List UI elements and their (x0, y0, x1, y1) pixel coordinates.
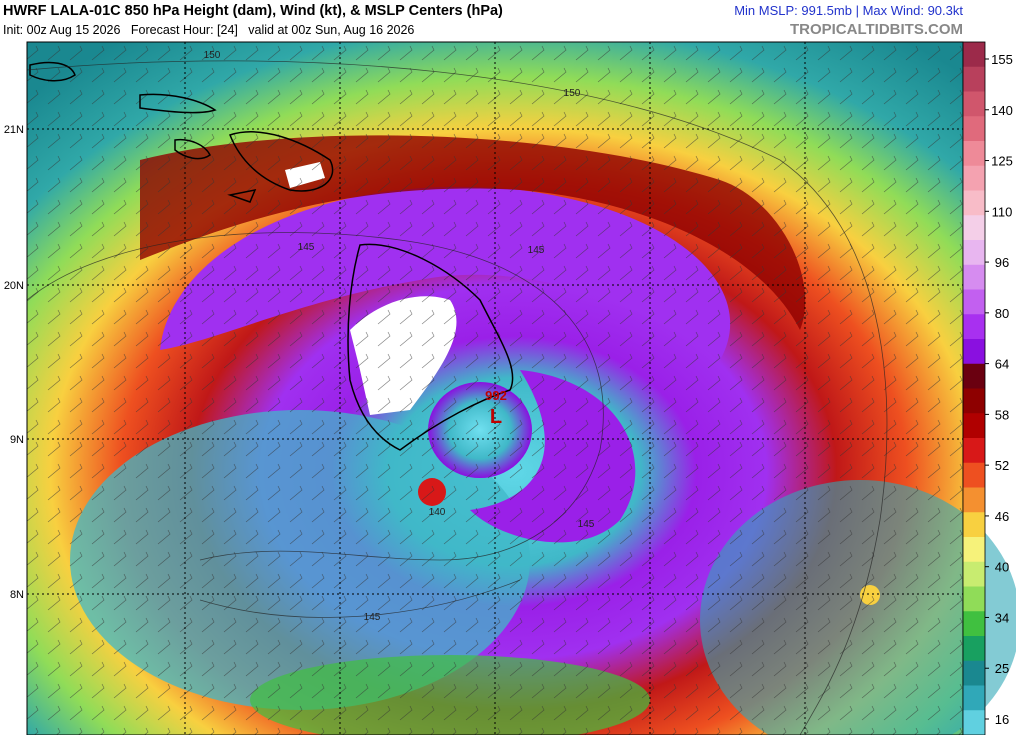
colorbar-swatch (963, 116, 985, 142)
colorbar-swatch (963, 264, 985, 290)
stats: Min MSLP: 991.5mb | Max Wind: 90.3kt (734, 3, 963, 18)
contour-label: 145 (298, 242, 315, 253)
colorbar-swatch (963, 388, 985, 414)
contour-label: 150 (564, 88, 581, 99)
low-symbol: L (490, 406, 502, 428)
colorbar-label: 46 (995, 509, 1009, 524)
colorbar-swatch (963, 660, 985, 686)
watermark: TROPICALTIDBITS.COM (790, 21, 963, 38)
colorbar-label: 34 (995, 610, 1009, 625)
colorbar-swatch (963, 512, 985, 538)
height-contours (26, 60, 888, 736)
colorbar-swatch (963, 487, 985, 513)
contour-label: 145 (528, 245, 545, 256)
graticule (27, 42, 963, 735)
colorbar-swatch (963, 537, 985, 563)
colorbar-label: 25 (995, 661, 1009, 676)
colorbar-label: 52 (995, 458, 1009, 473)
colorbar-label: 155 (991, 52, 1013, 67)
colorbar-label: 16 (995, 712, 1009, 727)
lat-label: 21N (4, 124, 24, 136)
colorbar-swatch (963, 165, 985, 191)
contour-label: 145 (578, 519, 595, 530)
colorbar-swatch (963, 685, 985, 711)
colorbar-label: 140 (991, 103, 1013, 118)
lat-label: 8N (10, 589, 24, 601)
title: HWRF LALA-01C 850 hPa Height (dam), Wind… (3, 3, 503, 19)
colorbar-swatch (963, 710, 985, 736)
colorbar-swatch (963, 339, 985, 365)
init-line: Init: 00z Aug 15 2026 Forecast Hour: [24… (3, 23, 414, 37)
coastlines (29, 61, 514, 451)
colorbar-label: 40 (995, 560, 1009, 575)
colorbar-label: 110 (992, 204, 1013, 219)
colorbar-swatch (963, 462, 985, 488)
lat-label: 20N (4, 280, 24, 292)
contour-label: 145 (364, 612, 381, 623)
colorbar-swatch (963, 611, 985, 637)
colorbar-label: 80 (995, 306, 1009, 321)
lat-label: 9N (10, 434, 24, 446)
colorbar-swatch (963, 91, 985, 117)
colorbar-swatch (963, 289, 985, 315)
low-pressure: 992 (485, 388, 507, 403)
colorbar-swatch (963, 586, 985, 612)
colorbar-swatch (963, 438, 985, 464)
contour-label: 140 (429, 507, 446, 518)
contour-label: 150 (204, 50, 221, 61)
colorbar-label: 58 (995, 407, 1009, 422)
colorbar-swatch (963, 66, 985, 92)
map-labels: 21N 20N 9N 8N 150 150 145 145 140 145 145 (4, 50, 595, 623)
colorbar-label: 96 (995, 255, 1009, 270)
colorbar-swatch (963, 413, 985, 439)
colorbar-swatch (963, 636, 985, 662)
colorbar-swatch (963, 561, 985, 587)
colorbar-swatch (963, 314, 985, 340)
colorbar-swatch (963, 141, 985, 167)
colorbar-swatch (963, 42, 985, 68)
colorbar-swatch (963, 215, 985, 241)
colorbar-swatch (963, 190, 985, 216)
colorbar-swatch (963, 240, 985, 266)
colorbar-label: 64 (995, 357, 1009, 372)
colorbar-label: 125 (991, 154, 1013, 169)
map: 21N 20N 9N 8N 150 150 145 145 140 145 145 992 L (4, 41, 1016, 740)
colorbar-swatch (963, 363, 985, 389)
